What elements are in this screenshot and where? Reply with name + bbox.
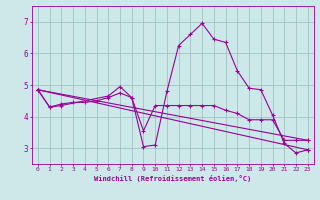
X-axis label: Windchill (Refroidissement éolien,°C): Windchill (Refroidissement éolien,°C) — [94, 175, 252, 182]
